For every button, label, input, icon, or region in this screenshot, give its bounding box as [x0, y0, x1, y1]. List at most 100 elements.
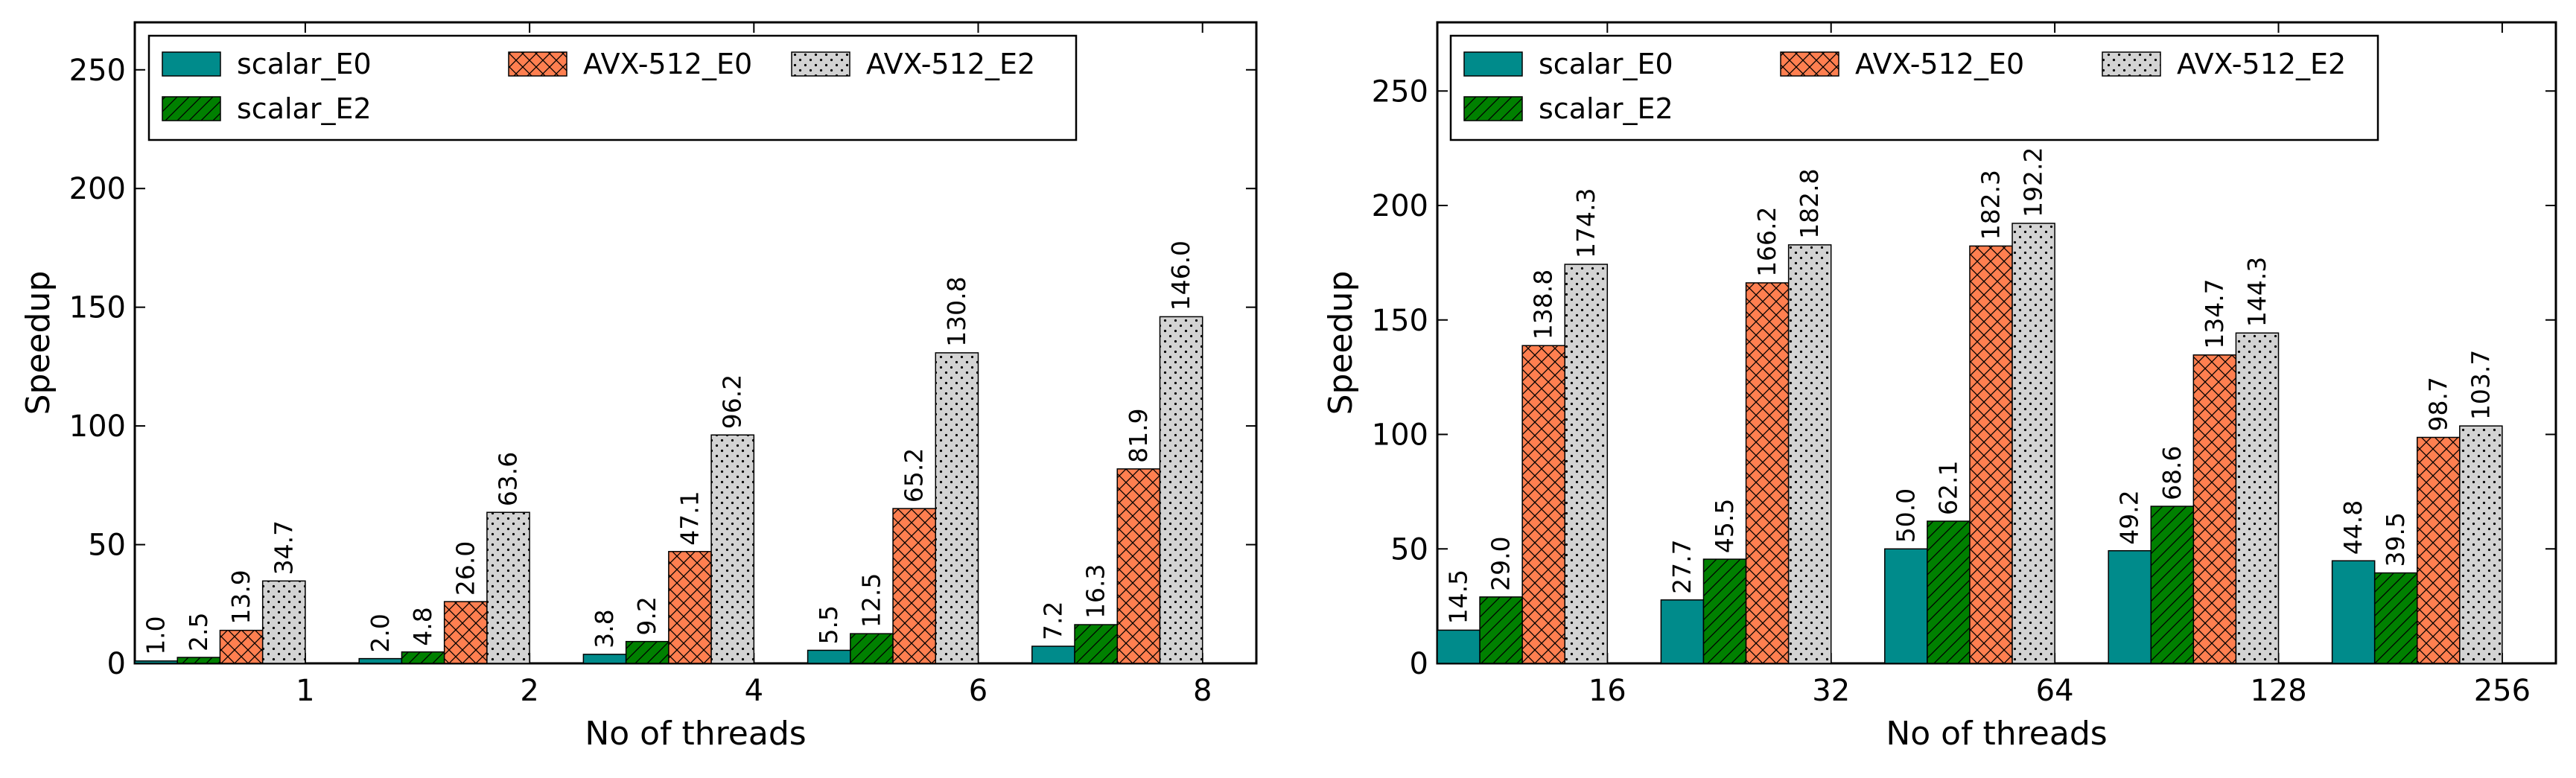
bar-avx-512-e0-16-hatch — [1522, 345, 1565, 663]
bar-scalar-e0-64 — [1884, 548, 1928, 664]
y-tick-label: 100 — [1372, 418, 1428, 453]
bar-scalar-e0-32 — [1660, 599, 1705, 664]
bar-avx-512-e2-64-hatch — [2012, 223, 2055, 663]
bar-avx-512-e2-6-hatch — [935, 352, 979, 663]
value-label-avx-512-e0-128: 134.7 — [2200, 278, 2229, 348]
bar-scalar-e0-256 — [2331, 560, 2376, 664]
value-label-avx-512-e2-64: 192.2 — [2019, 147, 2048, 217]
bar-avx-512-e0-6-hatch — [893, 508, 936, 663]
value-label-scalar-e0-128: 49.2 — [2115, 490, 2144, 544]
x-tick-label: 64 — [2036, 674, 2074, 708]
y-tick-label: 100 — [69, 409, 126, 444]
legend-swatch-avx-512-e0-hatch — [1781, 52, 1839, 76]
bar-scalar-e2-16-hatch — [1480, 596, 1523, 663]
x-axis-title: No of threads — [1886, 715, 2107, 753]
value-label-avx-512-e2-256: 103.7 — [2466, 350, 2495, 420]
bar-scalar-e2-1-hatch — [177, 657, 220, 663]
bar-avx-512-e2-8-hatch — [1160, 316, 1203, 663]
bar-scalar-e2-64-hatch — [1927, 521, 1970, 663]
y-tick-label: 150 — [69, 291, 126, 325]
y-tick-label: 250 — [1372, 74, 1428, 109]
x-tick-label: 32 — [1812, 674, 1850, 708]
value-label-avx-512-e2-2: 63.6 — [493, 452, 522, 506]
bar-scalar-e2-256-hatch — [2374, 573, 2417, 663]
value-label-scalar-e2-4: 9.2 — [632, 596, 661, 635]
value-label-avx-512-e0-8: 81.9 — [1124, 408, 1153, 462]
bar-avx-512-e0-256-hatch — [2417, 437, 2460, 663]
legend-label-scalar-e0: scalar_E0 — [1539, 48, 1673, 80]
value-label-scalar-e2-2: 4.8 — [408, 607, 437, 645]
value-label-scalar-e2-8: 16.3 — [1081, 564, 1110, 619]
value-label-scalar-e2-128: 68.6 — [2157, 446, 2187, 500]
bar-scalar-e0-6 — [807, 649, 851, 664]
legend-swatch-avx-512-e0-hatch — [509, 52, 567, 76]
value-label-avx-512-e2-6: 130.8 — [942, 276, 971, 346]
legend-label-avx-512-e2: AVX-512_E2 — [866, 48, 1035, 80]
value-label-scalar-e0-2: 2.0 — [366, 613, 395, 652]
x-tick-label: 6 — [969, 674, 988, 708]
value-label-scalar-e0-16: 14.5 — [1444, 570, 1473, 624]
bar-avx-512-e2-256-hatch — [2459, 426, 2502, 663]
bar-scalar-e0-8 — [1031, 645, 1075, 664]
bar-scalar-e2-8-hatch — [1075, 625, 1118, 663]
legend-swatch-scalar-e2-hatch — [162, 97, 220, 121]
x-tick-label: 1 — [296, 674, 314, 708]
value-label-scalar-e2-256: 39.5 — [2381, 512, 2410, 567]
right-chart-panel: 0 50 100 150 200 250 Speedup No of threads 16 14.… — [1322, 21, 2557, 753]
x-tick-label: 2 — [520, 674, 538, 708]
bar-avx-512-e0-1-hatch — [220, 630, 263, 663]
value-label-avx-512-e0-16: 138.8 — [1529, 270, 1558, 339]
value-label-avx-512-e2-32: 182.8 — [1795, 168, 1824, 238]
value-label-avx-512-e2-4: 96.2 — [718, 374, 747, 429]
bar-scalar-e2-128-hatch — [2151, 506, 2194, 663]
legend-label-scalar-e0: scalar_E0 — [237, 48, 372, 80]
bar-avx-512-e0-32-hatch — [1746, 282, 1789, 663]
value-label-avx-512-e2-128: 144.3 — [2242, 257, 2271, 327]
legend-swatch-avx-512-e2-hatch — [792, 52, 850, 76]
bar-scalar-e0-1 — [134, 660, 178, 664]
y-tick-label: 50 — [88, 529, 126, 563]
value-label-scalar-e2-16: 29.0 — [1486, 536, 1516, 590]
y-tick-label: 250 — [69, 54, 126, 88]
bar-scalar-e0-16 — [1437, 629, 1481, 664]
x-axis-title: No of threads — [585, 715, 806, 753]
value-label-scalar-e2-32: 45.5 — [1710, 499, 1739, 553]
legend-box — [147, 34, 1078, 141]
bar-scalar-e2-4-hatch — [626, 641, 669, 663]
x-tick-label: 4 — [745, 674, 763, 708]
x-tick-label: 256 — [2474, 674, 2531, 708]
y-tick-label: 50 — [1390, 532, 1428, 567]
bar-scalar-e2-32-hatch — [1703, 559, 1746, 663]
bar-avx-512-e2-16-hatch — [1565, 264, 1608, 664]
bar-avx-512-e0-2-hatch — [444, 602, 487, 663]
value-label-avx-512-e0-64: 182.3 — [1976, 170, 2005, 240]
legend-swatch-scalar-e0 — [162, 51, 221, 77]
x-tick-label: 128 — [2250, 674, 2306, 708]
y-tick-label: 0 — [1410, 647, 1428, 681]
value-label-scalar-e0-256: 44.8 — [2338, 500, 2367, 555]
legend-label-avx-512-e0: AVX-512_E0 — [1855, 48, 2024, 80]
bar-avx-512-e0-64-hatch — [1969, 246, 2013, 663]
legend-swatch-avx-512-e2-hatch — [2102, 52, 2160, 76]
bar-avx-512-e0-8-hatch — [1117, 468, 1160, 663]
value-label-avx-512-e0-2: 26.0 — [451, 541, 480, 596]
legend-label-avx-512-e0: AVX-512_E0 — [583, 48, 752, 80]
bar-avx-512-e0-128-hatch — [2193, 354, 2236, 663]
value-label-scalar-e2-1: 2.5 — [184, 613, 213, 651]
bar-avx-512-e2-32-hatch — [1788, 244, 1831, 663]
y-tick-label: 200 — [1372, 189, 1428, 223]
bar-avx-512-e2-4-hatch — [711, 435, 754, 663]
value-label-avx-512-e0-1: 13.9 — [226, 570, 255, 624]
value-label-scalar-e0-6: 5.5 — [814, 605, 843, 644]
y-axis-title: Speedup — [19, 271, 57, 415]
y-tick-label: 0 — [107, 647, 126, 681]
value-label-scalar-e2-6: 12.5 — [856, 573, 885, 628]
value-label-avx-512-e0-4: 47.1 — [675, 491, 704, 545]
legend-label-scalar-e2: scalar_E2 — [237, 92, 372, 125]
value-label-scalar-e0-4: 3.8 — [590, 609, 619, 648]
bar-avx-512-e2-2-hatch — [486, 512, 530, 663]
value-label-avx-512-e0-256: 98.7 — [2423, 377, 2452, 431]
value-label-scalar-e0-8: 7.2 — [1038, 602, 1067, 640]
legend-swatch-scalar-e2-hatch — [1464, 97, 1522, 121]
